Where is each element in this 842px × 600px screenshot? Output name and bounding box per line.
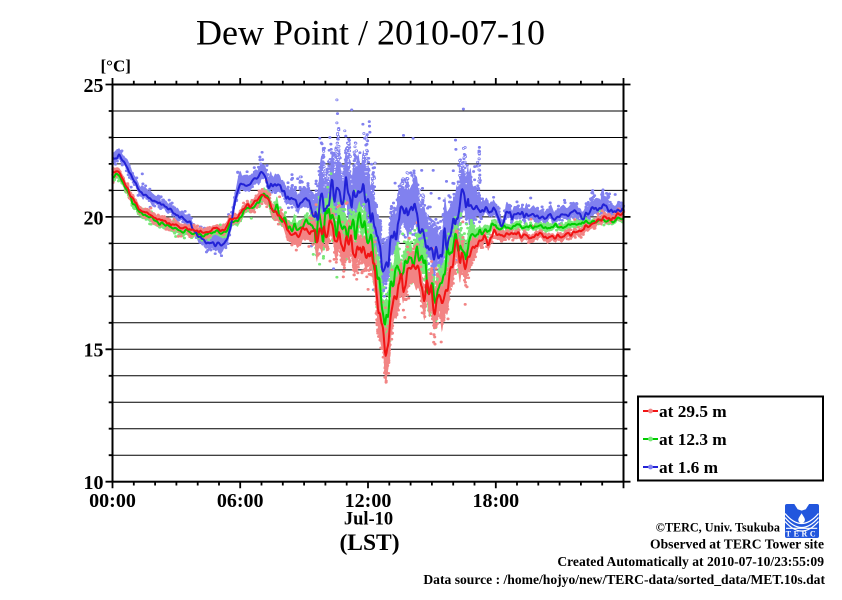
svg-text:06:00: 06:00 [217,490,264,512]
svg-text:20: 20 [84,207,104,229]
svg-text:at 29.5 m: at 29.5 m [659,402,727,421]
svg-text:00:00: 00:00 [89,490,136,512]
svg-text:[°C]: [°C] [101,57,131,76]
svg-text:at 12.3 m: at 12.3 m [659,430,727,449]
svg-text:©TERC, Univ. Tsukuba: ©TERC, Univ. Tsukuba [656,521,780,535]
svg-text:Observed at TERC Tower site: Observed at TERC Tower site [650,537,824,552]
svg-text:12:00: 12:00 [345,490,392,512]
svg-text:18:00: 18:00 [472,490,519,512]
svg-text:Dew Point / 2010-07-10: Dew Point / 2010-07-10 [196,13,545,53]
svg-text:TERC: TERC [786,529,819,538]
svg-text:Created Automatically at 2010-: Created Automatically at 2010-07-10/23:5… [557,554,824,569]
svg-text:Jul-10: Jul-10 [344,510,393,530]
svg-text:(LST): (LST) [339,530,399,556]
svg-text:Data source : /home/hojyo/new/: Data source : /home/hojyo/new/TERC-data/… [423,572,825,587]
svg-text:10: 10 [84,472,104,494]
svg-text:15: 15 [84,340,104,362]
svg-text:25: 25 [84,75,104,97]
svg-text:at 1.6 m: at 1.6 m [659,458,719,477]
